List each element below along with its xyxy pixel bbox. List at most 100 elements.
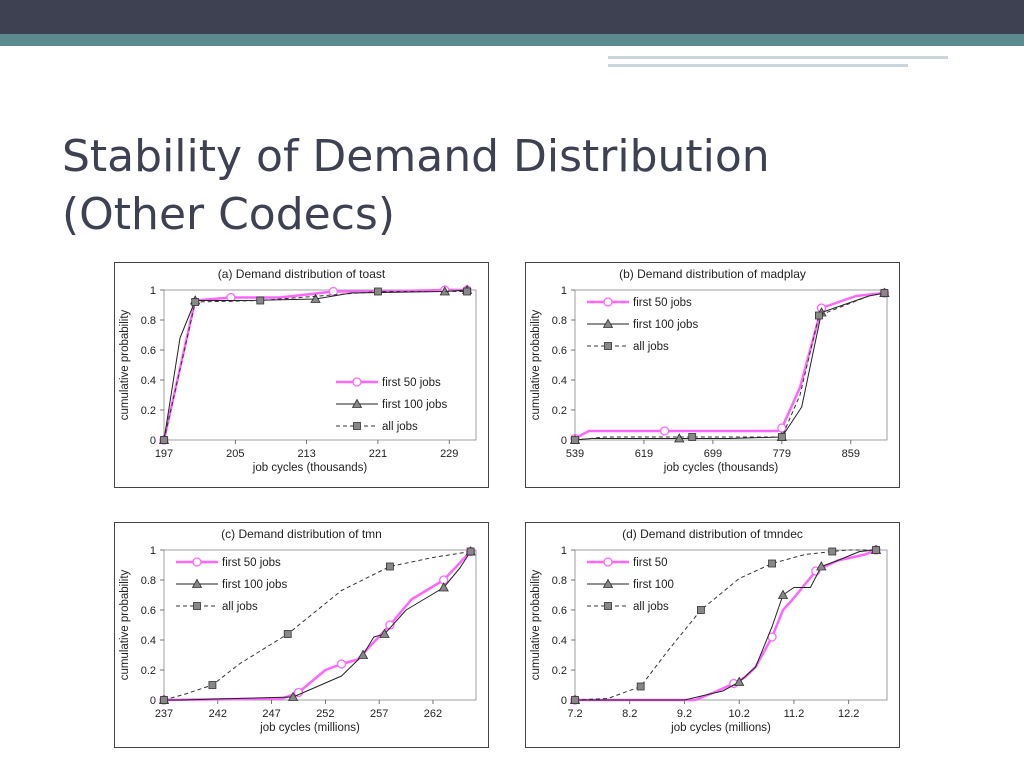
chart-border [114, 522, 489, 748]
x-axis-label: job cycles (millions) [259, 722, 360, 734]
chart-c-tmn: (c) Demand distribution of tmn 0 0.2 0.4 0.6… [114, 522, 489, 749]
x-tick-label: 779 [773, 448, 791, 460]
series-marker-3 [386, 562, 394, 571]
legend-label: all jobs [633, 341, 669, 353]
legend-label: all jobs [382, 421, 418, 433]
y-tick-label: 0 [561, 695, 567, 707]
series-line-2 [164, 551, 472, 701]
plot-area [163, 549, 477, 701]
x-tick-label: 9.2 [677, 708, 692, 720]
series-marker-2 [379, 628, 390, 638]
y-tick-label: 0.8 [141, 575, 156, 587]
series-marker-3 [208, 681, 217, 689]
slide-title-line1: Stability of Demand Distribution [62, 131, 770, 182]
y-tick-label: 0.4 [552, 635, 567, 647]
slide-title-line2: (Other Codecs) [62, 189, 396, 240]
x-tick-label: 619 [635, 448, 653, 460]
chart-title: (d) Demand distribution of tmndec [622, 527, 803, 541]
legend-swatch-marker [352, 377, 362, 387]
y-tick-label: 1 [150, 545, 156, 557]
x-axis-label: job cycles (millions) [670, 722, 771, 734]
legend-label: first 50 [633, 557, 668, 569]
chart-border [114, 262, 489, 488]
y-tick-label: 0.8 [552, 315, 567, 327]
slide-accent-band [0, 34, 1024, 46]
legend-label: first 100 [633, 579, 674, 591]
x-tick-label: 12.2 [838, 708, 859, 720]
plot-area [574, 549, 888, 701]
series-marker-1 [659, 426, 670, 436]
series-marker-2 [816, 561, 827, 571]
slide-title: Stability of Demand Distribution (Other … [62, 128, 962, 244]
legend-label: all jobs [633, 601, 669, 613]
series-marker-3 [571, 696, 579, 704]
y-axis-label: cumulative probability [530, 569, 542, 680]
y-tick-label: 0.8 [552, 575, 567, 587]
y-tick-label: 1 [561, 285, 567, 297]
y-tick-label: 0.4 [552, 375, 567, 387]
legend-swatch-marker [603, 557, 613, 567]
series-marker-2 [777, 589, 789, 599]
x-tick-label: 229 [440, 448, 458, 460]
series-marker-3 [768, 559, 776, 568]
y-tick-label: 0.6 [141, 605, 156, 617]
slide-top-bar [0, 0, 1024, 34]
y-tick-label: 0.4 [141, 375, 156, 387]
series-marker-3 [283, 630, 292, 638]
chart-border [525, 262, 900, 488]
y-tick-label: 0.2 [552, 665, 567, 677]
legend-swatch-marker [193, 602, 201, 610]
x-axis-label: job cycles (thousands) [252, 462, 368, 474]
series-marker-3 [160, 436, 168, 444]
series-marker-2 [674, 433, 685, 443]
series-line-3 [574, 292, 885, 441]
series-marker-3 [160, 696, 168, 704]
y-tick-label: 1 [150, 285, 156, 297]
x-tick-label: 859 [842, 448, 860, 460]
chart-d-tmndec: (d) Demand distribution of tmndec 0 0.2 0.4… [525, 522, 900, 749]
decor-line-1 [608, 56, 948, 59]
series-marker-2 [357, 649, 369, 659]
series-marker-3 [828, 547, 837, 556]
series-marker-3 [466, 547, 475, 556]
series-marker-3 [815, 311, 823, 320]
x-tick-label: 8.2 [622, 708, 637, 720]
series-line-2 [163, 289, 468, 441]
series-marker-3 [688, 433, 697, 441]
y-tick-label: 0.8 [141, 315, 156, 327]
x-tick-label: 213 [297, 448, 315, 460]
y-tick-label: 0.6 [552, 345, 567, 357]
x-tick-label: 10.2 [728, 708, 749, 720]
y-tick-label: 0.2 [141, 405, 156, 417]
y-axis-label: cumulative probability [119, 309, 131, 420]
y-tick-label: 0.6 [552, 605, 567, 617]
series-marker-3 [777, 433, 786, 441]
series-marker-2 [287, 691, 299, 701]
legend-label: first 50 jobs [633, 297, 692, 309]
series-marker-1 [293, 687, 304, 698]
series-marker-2 [310, 293, 321, 303]
series-marker-3 [374, 287, 382, 296]
chart-a-toast: (a) Demand distribution of toast 0 0.2 0.4 0… [114, 262, 489, 488]
series-line-3 [574, 549, 877, 701]
x-tick-label: 257 [370, 708, 388, 720]
x-tick-label: 242 [209, 708, 227, 720]
chart-c-svg: (c) Demand distribution of tmn 0 0.2 0.4 0.6… [114, 522, 489, 748]
y-tick-label: 0.2 [141, 665, 156, 677]
chart-title: (b) Demand distribution of madplay [619, 267, 806, 281]
series-marker-2 [734, 676, 745, 686]
legend-swatch-marker [353, 422, 361, 430]
x-tick-label: 221 [369, 448, 387, 460]
series-marker-3 [191, 298, 200, 306]
x-tick-label: 247 [262, 708, 280, 720]
legend-swatch-marker [191, 578, 203, 588]
x-tick-label: 262 [424, 708, 442, 720]
legend-label: first 100 jobs [222, 579, 287, 591]
y-tick-label: 0.2 [552, 405, 567, 417]
legend-swatch-marker [602, 318, 614, 328]
y-tick-label: 0.6 [141, 345, 156, 357]
legend-label: first 100 jobs [382, 399, 447, 411]
x-tick-label: 699 [704, 448, 722, 460]
series-marker-3 [256, 296, 265, 305]
series-marker-3 [696, 606, 705, 614]
